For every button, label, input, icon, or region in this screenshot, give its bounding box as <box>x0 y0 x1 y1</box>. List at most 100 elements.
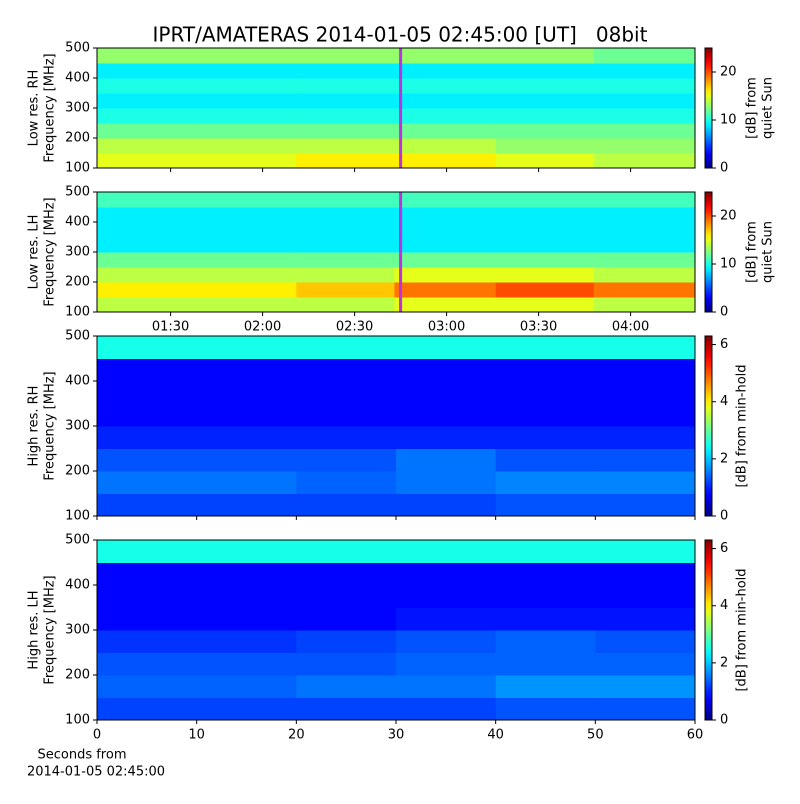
heatmap-cell <box>296 585 397 608</box>
y-tick-label: 500 <box>65 185 90 200</box>
x-tick-label: 03:00 <box>428 320 465 335</box>
heatmap-cell <box>296 267 395 283</box>
heatmap-cell <box>97 426 198 449</box>
colorbar-tick-label: 0 <box>720 713 728 728</box>
y-tick-label: 300 <box>65 101 90 116</box>
heatmap-cell <box>296 471 397 494</box>
colorbar-tick-label: 4 <box>720 598 728 613</box>
heatmap-cell <box>396 448 497 472</box>
heatmap-cell <box>495 336 596 359</box>
colorbar-tick-label: 10 <box>720 257 737 272</box>
y-axis-label: High res. LH <box>27 590 42 669</box>
y-axis-label: High res. RH <box>27 386 42 467</box>
heatmap-cell <box>495 192 595 208</box>
heatmap-cell <box>97 78 196 94</box>
y-tick-label: 400 <box>65 578 90 593</box>
heatmap-cell <box>593 207 696 223</box>
heatmap-cell <box>394 207 497 223</box>
colorbar-tick-label: 2 <box>720 655 728 670</box>
heatmap-cell <box>593 153 696 169</box>
heatmap-cell <box>495 237 595 253</box>
heatmap-cell <box>97 297 196 313</box>
colorbar-tick-label: 20 <box>720 65 737 80</box>
heatmap-cell <box>195 237 297 253</box>
y-tick-label: 100 <box>65 509 90 524</box>
heatmap-cell <box>495 585 596 608</box>
heatmap-cell <box>196 652 297 676</box>
colorbar-label: quiet Sun <box>761 77 776 139</box>
heatmap-cell <box>396 471 497 494</box>
heatmap-cell <box>195 48 297 64</box>
x-tick-label: 02:00 <box>244 320 281 335</box>
colorbar <box>704 539 713 721</box>
heatmap-cell <box>394 153 497 169</box>
heatmap-cell <box>296 448 397 472</box>
heatmap-cell <box>195 267 297 283</box>
heatmap-cell <box>593 123 696 139</box>
heatmap-cell <box>394 48 497 64</box>
heatmap-cell <box>296 138 395 154</box>
heatmap-cell <box>495 675 596 698</box>
heatmap-cell <box>97 471 198 494</box>
heatmap-cell <box>595 403 696 427</box>
heatmap-cell <box>97 675 198 698</box>
heatmap-cell <box>97 630 198 653</box>
heatmap-cell <box>97 63 196 79</box>
heatmap-cell <box>394 123 497 139</box>
y-axis-label: Frequency [MHz] <box>43 197 58 306</box>
heatmap-cell <box>593 48 696 64</box>
y-tick-label: 400 <box>65 215 90 230</box>
heatmap-cell <box>97 403 198 427</box>
heatmap-cell <box>97 493 198 517</box>
heatmap-cell <box>394 222 497 238</box>
heatmap-cell <box>97 282 196 298</box>
heatmap-cell <box>593 237 696 253</box>
heatmap-cell <box>296 252 395 268</box>
heatmap-cell <box>195 252 297 268</box>
y-tick-label: 400 <box>65 71 90 86</box>
heatmap-cell <box>595 358 696 382</box>
heatmap-cell <box>396 585 497 608</box>
heatmap-cell <box>296 237 395 253</box>
y-axis-label: Frequency [MHz] <box>43 53 58 162</box>
heatmap-cell <box>595 562 696 586</box>
heatmap-cell <box>196 607 297 631</box>
heatmap-cell <box>296 93 395 109</box>
y-tick-label: 300 <box>65 245 90 260</box>
heatmap-cell <box>296 630 397 653</box>
heatmap-cell <box>196 381 297 404</box>
heatmap-cell <box>595 426 696 449</box>
colorbar-tick-label: 0 <box>720 161 728 176</box>
x-tick-label: 02:30 <box>336 320 373 335</box>
colorbar-label: [dB] from min-hold <box>735 364 750 487</box>
heatmap-cell <box>97 252 196 268</box>
heatmap-cell <box>593 282 696 298</box>
heatmap-cell <box>495 562 596 586</box>
heatmap-cell <box>394 138 497 154</box>
heatmap-cell <box>296 297 395 313</box>
heatmap-cell <box>196 358 297 382</box>
heatmap-cell <box>296 207 395 223</box>
heatmap-cell <box>195 78 297 94</box>
heatmap-cell <box>495 448 596 472</box>
x-tick-label: 20 <box>288 728 305 743</box>
heatmap-cell <box>396 540 497 563</box>
heatmap-cell <box>97 336 198 359</box>
heatmap-cell <box>196 630 297 653</box>
heatmap-cell <box>296 48 395 64</box>
heatmap-cell <box>495 381 596 404</box>
heatmap-cell <box>97 652 198 676</box>
heatmap-cell <box>296 282 395 298</box>
heatmap-cell <box>196 471 297 494</box>
heatmap-cell <box>595 630 696 653</box>
x-tick-label: 01:30 <box>152 320 189 335</box>
heatmap-cell <box>97 607 198 631</box>
heatmap-cell <box>195 192 297 208</box>
heatmap-cell <box>593 93 696 109</box>
colorbar-tick-label: 4 <box>720 394 728 409</box>
heatmap-cell <box>195 297 297 313</box>
figure-title: IPRT/AMATERAS 2014-01-05 02:45:00 [UT] 0… <box>153 23 648 47</box>
x-tick-label: 03:30 <box>520 320 557 335</box>
heatmap-cell <box>396 630 497 653</box>
y-tick-label: 100 <box>65 713 90 728</box>
